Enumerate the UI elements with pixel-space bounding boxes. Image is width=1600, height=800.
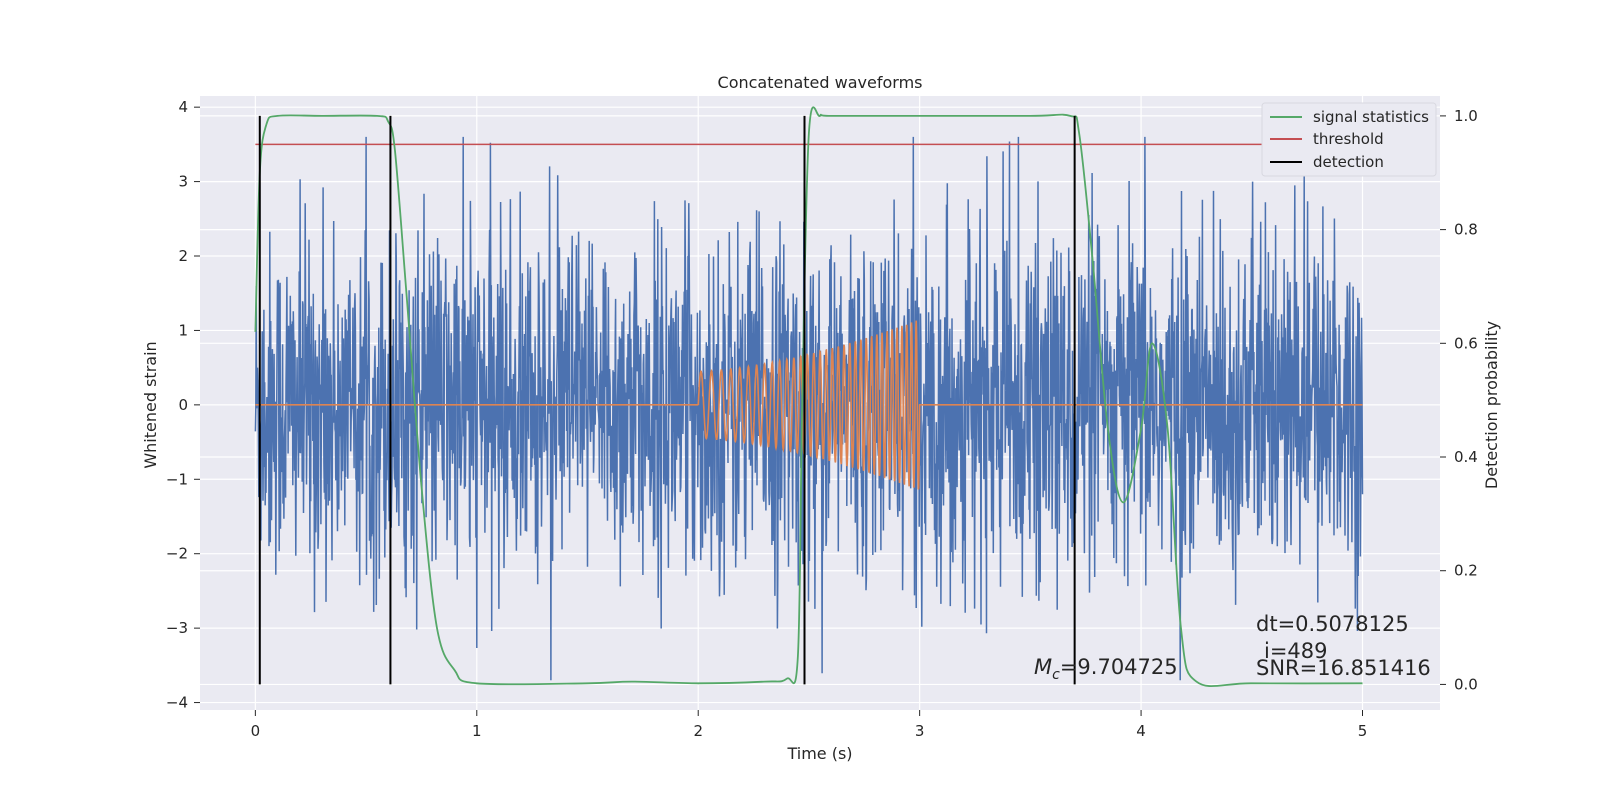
template-series xyxy=(255,320,1363,490)
legend-threshold-label: threshold xyxy=(1313,130,1384,148)
right-tick-label: 0.8 xyxy=(1454,221,1478,239)
x-tick-label: 1 xyxy=(472,722,482,740)
x-tick-label: 3 xyxy=(915,722,925,740)
right-axis-ticks: 0.0 0.2 0.4 0.6 0.8 1.0 xyxy=(1440,107,1478,693)
y-tick-label: 2 xyxy=(178,247,188,265)
annotations: Mc=9.704725 dt=0.5078125 i=489 SNR=16.85… xyxy=(1034,612,1431,683)
x-tick-label: 0 xyxy=(251,722,261,740)
legend: signal statistics threshold detection xyxy=(1261,102,1437,177)
snr-annotation: SNR=16.851416 xyxy=(1256,656,1431,680)
right-tick-label: 0.2 xyxy=(1454,562,1478,580)
y-axis-ticks: −4 −3 −2 −1 0 1 2 3 4 xyxy=(166,98,200,712)
y-tick-label: 3 xyxy=(178,173,188,191)
y-tick-label: −3 xyxy=(166,619,188,637)
right-tick-label: 1.0 xyxy=(1454,107,1478,125)
y-tick-label: 1 xyxy=(178,321,188,339)
legend-detection-label: detection xyxy=(1313,153,1384,171)
detection-markers xyxy=(258,115,1076,685)
right-tick-label: 0.0 xyxy=(1454,675,1478,693)
x-axis-label: Time (s) xyxy=(786,744,852,763)
right-axis-label: Detection probability xyxy=(1482,321,1501,489)
y-tick-label: −4 xyxy=(166,694,188,712)
signal-statistics-line xyxy=(254,106,1363,688)
dt-annotation: dt=0.5078125 xyxy=(1256,612,1409,636)
template-line xyxy=(255,320,1363,490)
legend-box xyxy=(1261,102,1437,177)
x-tick-label: 2 xyxy=(693,722,703,740)
signal-statistics-series xyxy=(254,106,1363,688)
x-tick-label: 5 xyxy=(1358,722,1368,740)
right-tick-label: 0.6 xyxy=(1454,334,1478,352)
chart-title: Concatenated waveforms xyxy=(718,73,923,92)
x-tick-label: 4 xyxy=(1136,722,1146,740)
y-tick-label: −2 xyxy=(166,545,188,563)
y-tick-label: 4 xyxy=(178,98,188,116)
y-tick-label: 0 xyxy=(178,396,188,414)
right-tick-label: 0.4 xyxy=(1454,448,1478,466)
index-annotation: i=489 xyxy=(1264,639,1328,663)
y-axis-label: Whitened strain xyxy=(141,341,160,468)
legend-signal-label: signal statistics xyxy=(1313,108,1429,126)
y-tick-label: −1 xyxy=(166,470,188,488)
x-axis-ticks: 0 1 2 3 4 5 xyxy=(251,710,1368,740)
chirp-mass-annotation: Mc=9.704725 xyxy=(1034,655,1178,683)
